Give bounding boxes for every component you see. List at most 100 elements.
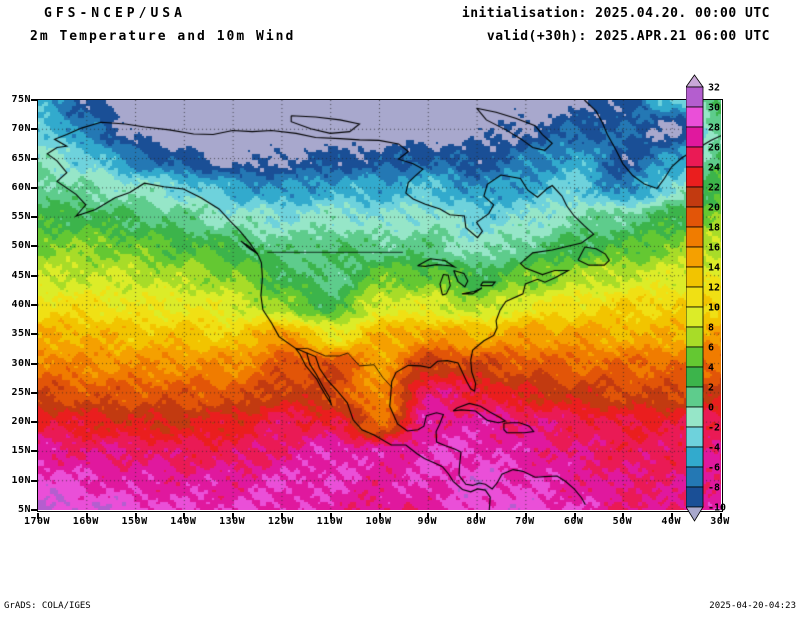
initialisation-time: initialisation: 2025.04.20. 00:00 UTC: [461, 6, 770, 21]
x-axis-tick-label: 50W: [612, 516, 633, 527]
x-axis-tick-label: 70W: [515, 516, 535, 527]
y-axis-tick-label: 25N: [11, 386, 31, 398]
x-axis-tick-mark: [232, 513, 235, 519]
colorbar-tick-label: 2: [708, 383, 714, 394]
x-axis-tick-mark: [329, 513, 332, 519]
y-axis-tick-mark: [30, 304, 37, 306]
colorbar-segment: [685, 166, 704, 188]
colorbar-tick-label: -10: [708, 503, 726, 514]
colorbar-tick-label: 26: [708, 143, 720, 154]
y-axis-tick-mark: [30, 509, 37, 511]
x-axis-tick-label: 110W: [316, 516, 343, 527]
y-axis-tick-label: 75N: [11, 94, 31, 105]
x-axis-tick-mark: [85, 513, 88, 519]
colorbar-tick-label: 12: [708, 283, 720, 294]
y-axis-tick-mark: [30, 99, 37, 101]
x-axis-tick-label: 170W: [23, 516, 51, 527]
x-axis-longitude: 170W 160W 150W 140W 130W 120W 110W 100W 90W 80W 70…: [24, 516, 729, 530]
colorbar-segment: [685, 126, 704, 148]
y-axis-tick-label: 20N: [11, 416, 31, 428]
y-axis-tick-label: 15N: [11, 445, 31, 457]
x-axis-tick-label: 80W: [466, 516, 486, 527]
colorbar-tick-label: 0: [708, 403, 714, 414]
colorbar-tick-label: 20: [708, 203, 720, 214]
temperature-map-canvas: [38, 100, 721, 510]
model-title: GFS-NCEP/USA: [44, 6, 186, 21]
x-axis-tick-label: 150W: [121, 516, 148, 527]
colorbar-tick-label: -2: [708, 423, 720, 434]
x-axis-tick-label: 90W: [417, 516, 438, 527]
colorbar-segment: [685, 86, 704, 108]
y-axis-tick-label: 55N: [11, 211, 31, 223]
valid-time: valid(+30h): 2025.APR.21 06:00 UTC: [486, 29, 770, 44]
colorbar-segment: [685, 326, 704, 348]
colorbar-segment: [685, 206, 704, 228]
header-left: GFS-NCEP/USA 2m Temperature and 10m Wind: [30, 6, 295, 45]
colorbar-tick-label: 14: [708, 263, 720, 274]
y-axis-tick-label: 40N: [11, 299, 31, 310]
y-axis-tick-mark: [30, 245, 37, 248]
x-axis-tick-mark: [573, 513, 576, 519]
x-axis-tick-mark: [427, 513, 430, 519]
colorbar-segment: [685, 186, 704, 208]
y-axis-tick-label: 45N: [11, 269, 31, 281]
colorbar-arrow-bottom: [685, 506, 704, 522]
y-axis-latitude: 75N 70N 65N 60N 55N 50N 45N 40N 35N 30N 25N 20N 15N 1…: [0, 94, 33, 515]
x-axis-tick-mark: [671, 513, 674, 519]
y-axis-tick-mark: [30, 421, 37, 424]
field-title: 2m Temperature and 10m Wind: [30, 29, 296, 44]
map-plot-area: [30, 99, 723, 519]
x-axis-tick-mark: [37, 513, 39, 519]
colorbar-segment: [685, 226, 704, 248]
colorbar-segment: [685, 366, 704, 388]
y-axis-tick-label: 10N: [11, 474, 31, 486]
colorbar-segment: [685, 466, 704, 488]
colorbar-tick-label: -6: [708, 463, 720, 474]
y-axis-tick-label: 50N: [11, 240, 31, 252]
colorbar-segment: [685, 306, 704, 328]
x-axis-tick-mark: [524, 513, 527, 519]
y-axis-tick-label: 65N: [11, 152, 31, 164]
y-axis-tick-mark: [30, 391, 37, 394]
y-axis-tick-mark: [30, 157, 37, 160]
colorbar-segment: [685, 386, 704, 408]
x-axis-tick-mark: [280, 513, 283, 519]
colorbar-segment: [685, 346, 704, 368]
x-axis-tick-label: 30W: [710, 516, 730, 527]
colorbar-segment: [685, 406, 704, 428]
colorbar-tick-label: 8: [708, 323, 714, 334]
colorbar-segment: [685, 486, 704, 508]
x-axis-tick-mark: [476, 513, 479, 519]
x-axis-tick-mark: [378, 513, 381, 519]
x-axis-tick-mark: [622, 513, 625, 519]
colorbar-segment: [685, 146, 704, 168]
x-axis-tick-label: 60W: [563, 516, 584, 527]
y-axis-tick-mark: [30, 216, 37, 219]
x-axis-tick-label: 40W: [661, 516, 681, 527]
y-axis-tick-label: 30N: [11, 357, 31, 369]
colorbar-tick-label: 16: [708, 243, 720, 254]
colorbar-arrow-top: [685, 74, 704, 88]
x-axis-tick-label: 130W: [219, 516, 246, 527]
y-axis-tick-mark: [30, 274, 37, 277]
colorbar-tick-label: 28: [708, 123, 720, 134]
colorbar-tick-label: 32: [708, 83, 720, 94]
colorbar-tick-label: -4: [708, 443, 720, 454]
colorbar-tick-label: 24: [708, 163, 720, 174]
x-axis-tick-mark: [134, 513, 137, 519]
colorbar-tick-label: 22: [708, 183, 720, 194]
colorbar-segment: [685, 266, 704, 288]
x-axis-tick-label: 100W: [365, 516, 392, 527]
x-axis-tick-mark: [720, 513, 722, 519]
y-axis-tick-label: 70N: [11, 123, 31, 135]
y-axis-tick-mark: [30, 450, 37, 453]
colorbar-segment: [685, 446, 704, 468]
x-axis-tick-mark: [183, 513, 186, 519]
colorbar-tick-label: 18: [708, 223, 720, 234]
colorbar-tick-label: 6: [708, 343, 714, 354]
y-axis-tick-mark: [30, 186, 37, 189]
grads-credit: GrADS: COLA/IGES: [4, 601, 91, 611]
y-axis-tick-mark: [30, 362, 37, 365]
colorbar-tick-label: 30: [708, 103, 720, 114]
